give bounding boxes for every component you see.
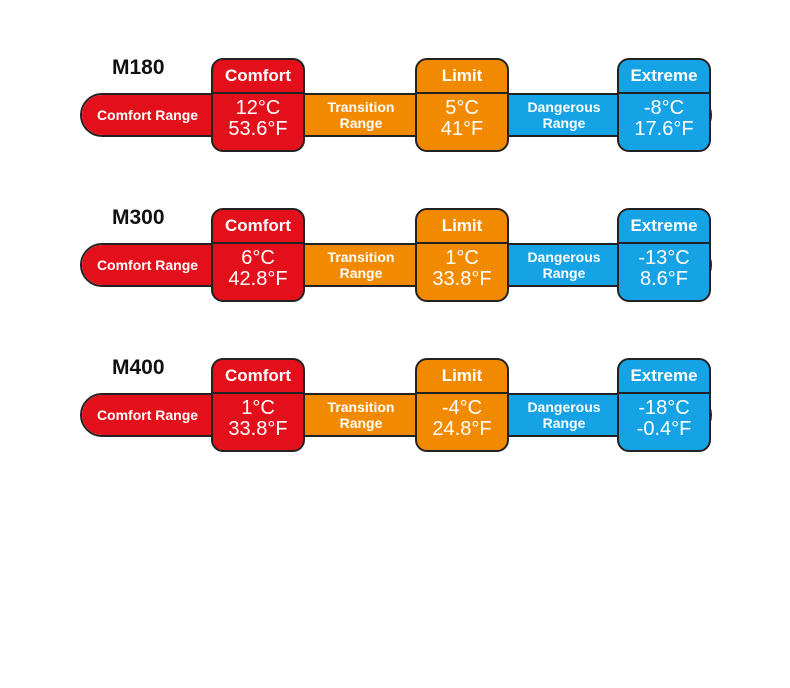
comfort-range-segment: Comfort Range <box>82 395 213 435</box>
dangerous-range-segment: Dangerous Range <box>509 95 619 135</box>
limit-celsius: 5°C <box>445 97 479 119</box>
model-row-m300: M300 Comfort Range Transition Range Dang… <box>0 206 790 308</box>
dangerous-range-segment: Dangerous Range <box>509 395 619 435</box>
comfort-range-segment: Comfort Range <box>82 95 213 135</box>
model-title: M300 <box>112 206 165 229</box>
comfort-range-segment: Comfort Range <box>82 245 213 285</box>
extreme-box: Extreme -8°C 17.6°F <box>617 58 711 152</box>
transition-range-segment: Transition Range <box>305 95 417 135</box>
limit-celsius: 1°C <box>445 247 479 269</box>
comfort-label: Comfort <box>213 60 303 94</box>
comfort-box: Comfort 6°C 42.8°F <box>211 208 305 302</box>
comfort-celsius: 6°C <box>241 247 275 269</box>
comfort-label: Comfort <box>213 210 303 244</box>
limit-celsius: -4°C <box>441 397 483 419</box>
limit-fahrenheit: 24.8°F <box>432 418 492 440</box>
extreme-label: Extreme <box>619 60 709 94</box>
extreme-fahrenheit: -0.4°F <box>636 418 692 440</box>
limit-label: Limit <box>417 210 507 244</box>
dangerous-range-segment: Dangerous Range <box>509 245 619 285</box>
extreme-celsius: -18°C <box>638 397 690 419</box>
extreme-fahrenheit: 8.6°F <box>639 268 689 290</box>
limit-box: Limit -4°C 24.8°F <box>415 358 509 452</box>
model-title: M400 <box>112 356 165 379</box>
limit-fahrenheit: 33.8°F <box>432 268 492 290</box>
comfort-fahrenheit: 42.8°F <box>228 268 288 290</box>
limit-box: Limit 5°C 41°F <box>415 58 509 152</box>
transition-range-segment: Transition Range <box>305 395 417 435</box>
limit-label: Limit <box>417 60 507 94</box>
extreme-box: Extreme -13°C 8.6°F <box>617 208 711 302</box>
limit-box: Limit 1°C 33.8°F <box>415 208 509 302</box>
model-title: M180 <box>112 56 165 79</box>
model-row-m180: M180 Comfort Range Transition Range Dang… <box>0 56 790 158</box>
comfort-celsius: 1°C <box>241 397 275 419</box>
extreme-box: Extreme -18°C -0.4°F <box>617 358 711 452</box>
model-row-m400: M400 Comfort Range Transition Range Dang… <box>0 356 790 458</box>
comfort-label: Comfort <box>213 360 303 394</box>
limit-fahrenheit: 41°F <box>440 118 484 140</box>
limit-label: Limit <box>417 360 507 394</box>
extreme-label: Extreme <box>619 360 709 394</box>
transition-range-segment: Transition Range <box>305 245 417 285</box>
extreme-label: Extreme <box>619 210 709 244</box>
comfort-box: Comfort 12°C 53.6°F <box>211 58 305 152</box>
extreme-celsius: -8°C <box>643 97 685 119</box>
extreme-celsius: -13°C <box>638 247 690 269</box>
extreme-fahrenheit: 17.6°F <box>634 118 694 140</box>
comfort-celsius: 12°C <box>235 97 281 119</box>
comfort-fahrenheit: 53.6°F <box>228 118 288 140</box>
comfort-fahrenheit: 33.8°F <box>228 418 288 440</box>
comfort-box: Comfort 1°C 33.8°F <box>211 358 305 452</box>
